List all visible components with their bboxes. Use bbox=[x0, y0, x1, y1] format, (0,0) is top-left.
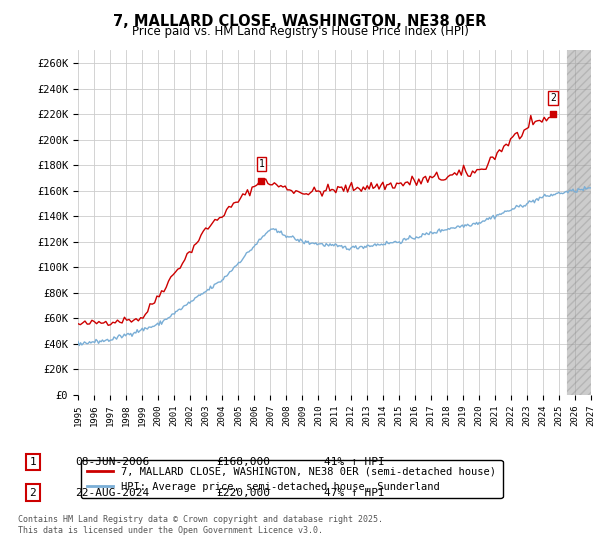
Text: £168,000: £168,000 bbox=[216, 457, 270, 467]
Bar bbox=[567, 50, 591, 395]
Point bbox=[548, 110, 558, 119]
Text: 7, MALLARD CLOSE, WASHINGTON, NE38 0ER: 7, MALLARD CLOSE, WASHINGTON, NE38 0ER bbox=[113, 14, 487, 29]
Text: 1: 1 bbox=[29, 457, 37, 467]
Bar bbox=[567, 50, 591, 395]
Point bbox=[257, 176, 266, 185]
Text: Contains HM Land Registry data © Crown copyright and database right 2025.
This d: Contains HM Land Registry data © Crown c… bbox=[18, 515, 383, 535]
Text: 22-AUG-2024: 22-AUG-2024 bbox=[75, 488, 149, 498]
Text: Price paid vs. HM Land Registry's House Price Index (HPI): Price paid vs. HM Land Registry's House … bbox=[131, 25, 469, 38]
Text: 1: 1 bbox=[259, 159, 265, 169]
Text: 47% ↑ HPI: 47% ↑ HPI bbox=[324, 488, 385, 498]
Text: 41% ↑ HPI: 41% ↑ HPI bbox=[324, 457, 385, 467]
Text: 2: 2 bbox=[29, 488, 37, 498]
Legend: 7, MALLARD CLOSE, WASHINGTON, NE38 0ER (semi-detached house), HPI: Average price: 7, MALLARD CLOSE, WASHINGTON, NE38 0ER (… bbox=[80, 460, 503, 498]
Text: 2: 2 bbox=[550, 93, 556, 102]
Text: 08-JUN-2006: 08-JUN-2006 bbox=[75, 457, 149, 467]
Text: £220,000: £220,000 bbox=[216, 488, 270, 498]
